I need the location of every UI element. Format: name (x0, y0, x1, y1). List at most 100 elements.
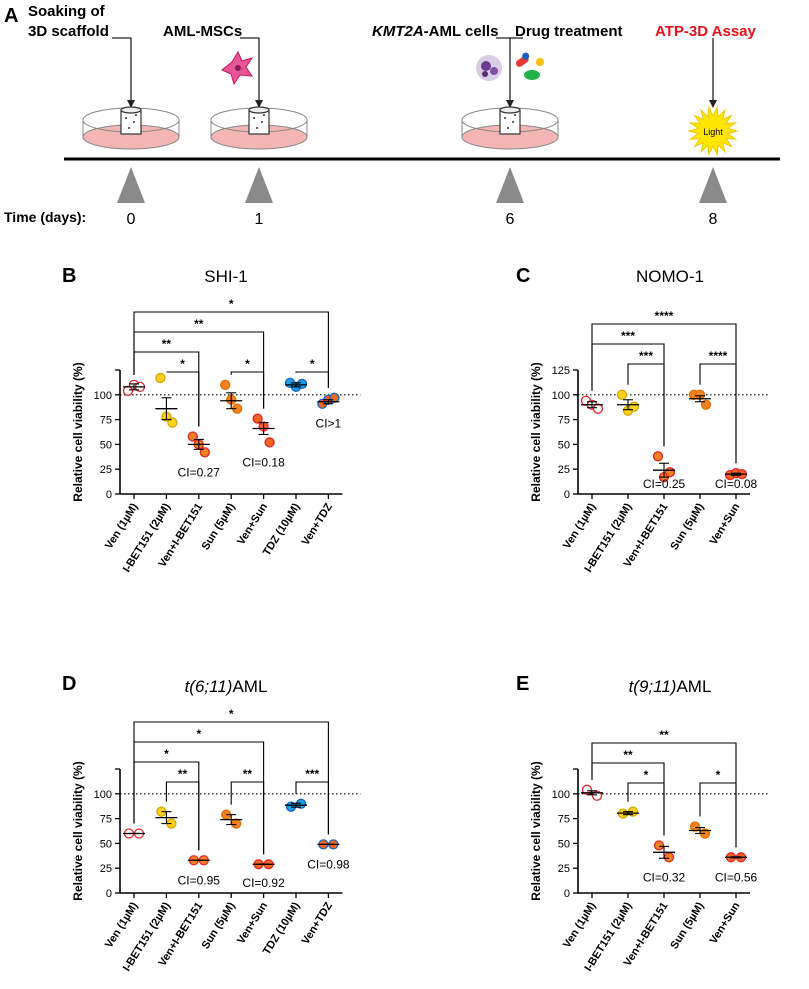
panel-b-title: SHI-1 (204, 267, 247, 286)
panel-d-ylabel: Relative cell viability (%) (71, 761, 85, 900)
panel-b-ci-annotation: CI=0.27 (178, 465, 221, 479)
step-drug-treatment: Drug treatment (515, 23, 623, 40)
petri-dish-day6 (461, 106, 559, 150)
panel-d-ci-annotation: CI=0.98 (307, 857, 350, 871)
panel-b-data-point (167, 417, 178, 428)
panel-d-bracket (165, 781, 200, 851)
panel-d-ytick-label: 25 (100, 863, 112, 875)
day-0: 0 (127, 211, 136, 228)
panel-c-ytick-label: 75 (558, 415, 570, 427)
panel-b-bracket (166, 371, 200, 427)
panel-e-title-italic: t(9;11) (629, 677, 677, 696)
panel-c-ytick-label: 125 (552, 365, 570, 377)
panel-c-ci-annotation: CI=0.25 (643, 477, 686, 491)
panel-b-data-point (329, 392, 340, 403)
panel-c-title: NOMO-1 (636, 267, 704, 286)
panel-c-data-point (652, 451, 664, 462)
panel-b-bracket-label: * (310, 357, 315, 371)
panel-b-bracket-label: * (229, 297, 234, 311)
panel-b-ci-annotation: CI=0.18 (242, 455, 285, 469)
panel-c-ytick-label: 0 (564, 489, 570, 501)
panel-a-letter: A (4, 5, 18, 27)
panel-b-xtick-label: Sun (5µM) (200, 501, 238, 552)
panel-d-bracket-label: * (229, 707, 234, 721)
panel-b-data-point (252, 413, 263, 424)
panel-e-data-point (653, 840, 665, 851)
panel-e-data-point (689, 821, 701, 832)
panel-b-chart: B SHI-1 0 25 50 75 100 Relative cell viability … (62, 265, 361, 575)
panel-d-title-rest: AML (232, 677, 267, 696)
panel-b-ylabel: Relative cell viability (%) (71, 362, 85, 501)
panel-d-ytick-label: 75 (100, 814, 112, 826)
panel-e-xtick-label: Ven (1µM) (561, 900, 599, 950)
panel-c-data-point (592, 403, 604, 414)
panel-e-ci-annotation: CI=0.56 (715, 870, 758, 884)
panel-b-xtick-label: Ven+Sun (235, 501, 270, 547)
time-label: Time (days): (4, 209, 86, 225)
light-burst-icon: Light (687, 105, 739, 157)
day-6: 6 (506, 211, 515, 228)
panel-d-bracket (133, 761, 200, 851)
panel-d-bracket-label: * (164, 747, 169, 761)
step-atp-assay: ATP-3D Assay (655, 23, 757, 40)
panel-d-title-italic: t(6;11) (185, 677, 233, 696)
panel-c-letter: C (516, 265, 530, 287)
panel-b-letter: B (62, 265, 76, 287)
panel-c-bracket-label: **** (655, 309, 674, 323)
panel-c-ytick-label: 100 (552, 390, 570, 402)
panel-c-bracket (699, 363, 737, 464)
panel-d-xtick-label: Ven+TDZ (300, 900, 335, 947)
panel-b-data-point (199, 447, 210, 458)
panel-d-xtick-label: Sun (5µM) (200, 900, 238, 951)
panel-e-bracket (699, 782, 737, 848)
panel-c-ylabel: Relative cell viability (%) (529, 362, 543, 501)
panel-e-bracket-label: * (644, 768, 649, 782)
panel-c-ytick-label: 50 (558, 439, 570, 451)
panel-e-letter: E (516, 673, 529, 695)
panel-c-xtick-label: Ven (1µM) (561, 501, 599, 551)
panel-b-bracket-label: ** (194, 317, 204, 331)
panel-e-bracket (627, 782, 665, 836)
panel-c-bracket-label: *** (639, 349, 653, 363)
panel-b-ytick-label: 75 (100, 415, 112, 427)
panel-e-ytick-label: 25 (558, 863, 570, 875)
panel-d-ci-annotation: CI=0.92 (242, 876, 285, 890)
day-8: 8 (709, 211, 718, 228)
panel-e-ytick-label: 75 (558, 814, 570, 826)
panel-c-chart: C NOMO-1 0 25 50 75 100 125 Relative cell viabil… (516, 265, 768, 575)
step-kmt2a-cells: KMT2A-AML cells (372, 23, 498, 40)
panel-c-ytick-label: 25 (558, 464, 570, 476)
panel-c-data-point (616, 389, 628, 400)
panel-d-ytick-label: 0 (106, 888, 112, 900)
panel-c-ci-annotation: CI=0.08 (715, 477, 758, 491)
petri-dish-day0 (82, 106, 180, 150)
panel-a: A Soaking of 3D scaffold AML-MSCs KMT2A-… (4, 3, 780, 228)
panel-e-title-rest: AML (676, 677, 711, 696)
panel-b-data-point (155, 372, 166, 384)
panel-d-ci-annotation: CI=0.95 (178, 873, 221, 887)
drug-pills-icon (515, 52, 544, 80)
panel-c-xtick-label: Ven+Sun (708, 501, 743, 547)
step-soaking-line1: Soaking of (28, 3, 106, 20)
panel-c-bracket-label: **** (709, 349, 728, 363)
panel-e-bracket-label: * (716, 768, 721, 782)
day-1: 1 (255, 211, 264, 228)
panel-b-bracket (295, 371, 329, 388)
panel-e-bracket-label: ** (659, 728, 669, 742)
panel-b-xtick-label: Ven+TDZ (300, 501, 335, 548)
panel-c-data-point (700, 399, 712, 410)
panel-c-bracket-label: *** (621, 329, 635, 343)
panel-b-data-point (187, 431, 198, 442)
panel-b-ytick-label: 25 (100, 464, 112, 476)
light-label: Light (703, 127, 723, 137)
panel-e-ci-annotation: CI=0.32 (643, 870, 686, 884)
panel-b-ytick-label: 100 (94, 390, 112, 402)
timeline-arrows (112, 37, 714, 102)
panel-d-bracket-label: *** (305, 767, 319, 781)
panel-e-bracket-label: ** (623, 748, 633, 762)
panel-b-ytick-label: 50 (100, 439, 112, 451)
panel-d-data-point (231, 818, 242, 829)
